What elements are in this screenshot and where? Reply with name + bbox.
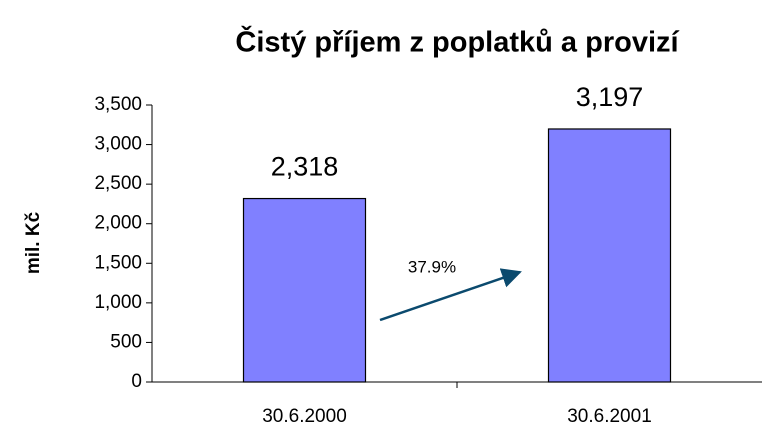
y-axis-label: mil. Kč	[23, 211, 44, 274]
bar	[242, 197, 367, 383]
chart-title: Čistý příjem z poplatků a provizí	[235, 25, 679, 59]
arrow	[379, 268, 522, 322]
x-tick-label: 30.6.2000	[262, 406, 347, 427]
y-tick-label: 3,000	[94, 134, 142, 155]
bar	[547, 128, 672, 383]
y-tick-label: 2,000	[94, 213, 142, 234]
y-tick-label: 2,500	[94, 173, 142, 194]
annotation: 37.9%	[408, 257, 456, 276]
value-label: 3,197	[576, 82, 644, 112]
y-tick-label: 1,000	[94, 292, 142, 313]
x-tick-label: 30.6.2001	[567, 406, 652, 427]
y-tick-label: 1,500	[94, 252, 142, 273]
y-tick-label: 0	[131, 371, 142, 392]
y-tick-label: 500	[110, 331, 142, 352]
value-label: 2,318	[271, 152, 339, 182]
y-tick-label: 3,500	[94, 94, 142, 115]
